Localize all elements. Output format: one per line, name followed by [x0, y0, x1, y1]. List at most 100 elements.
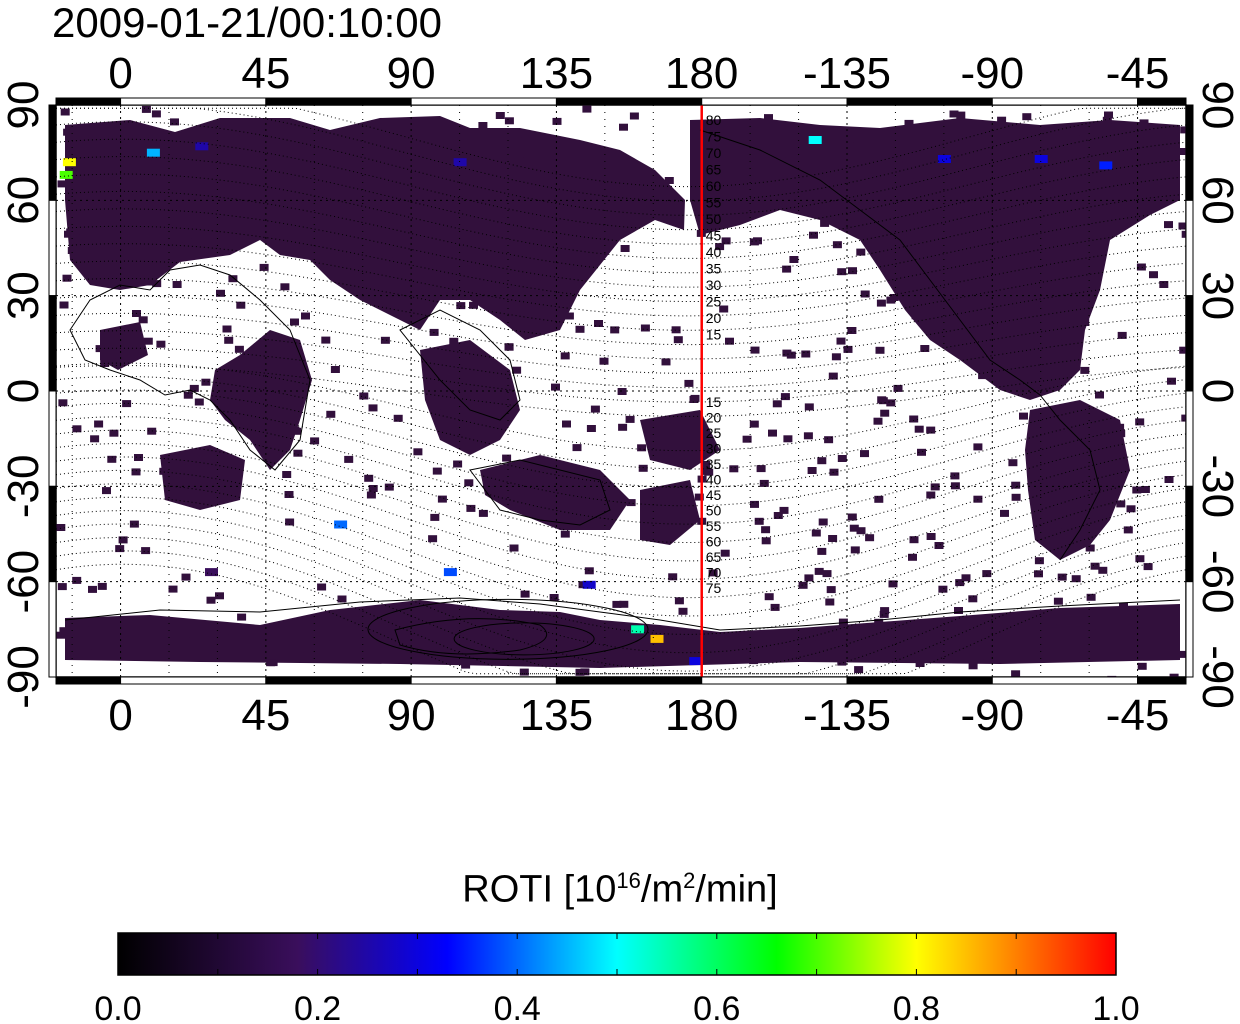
top-axis-bar: [846, 97, 993, 106]
roti-cell: [963, 202, 973, 210]
roti-cell: [115, 268, 125, 276]
right-axis-label: -30: [1193, 455, 1240, 519]
contour-label: 25: [706, 425, 722, 441]
roti-cell: [222, 325, 232, 333]
contour-label: 15: [706, 327, 722, 343]
roti-cell: [975, 286, 985, 294]
roti-cell: [290, 241, 299, 249]
roti-cell: [617, 388, 627, 395]
roti-cell: [1093, 219, 1103, 227]
bottom-axis-label: -135: [803, 691, 891, 740]
roti-cell: [1065, 126, 1075, 134]
roti-cell: [1023, 619, 1033, 626]
top-axis-label: -45: [1106, 49, 1170, 98]
roti-cell: [282, 471, 292, 478]
roti-cell: [1135, 418, 1145, 426]
data-region-se-asia: [420, 340, 520, 455]
roti-cell: [856, 527, 866, 535]
roti-cell: [804, 574, 814, 582]
roti-cell: [544, 461, 554, 469]
roti-cell: [664, 177, 674, 184]
roti-cell: [183, 391, 193, 399]
roti-cell: [62, 274, 72, 282]
roti-cell: [575, 325, 585, 333]
contour-label: 65: [706, 162, 722, 178]
contour-label: 75: [706, 580, 722, 596]
roti-cell: [368, 485, 378, 492]
left-axis-label: 30: [0, 271, 48, 320]
roti-cell: [856, 248, 866, 256]
contour-label: 30: [706, 277, 722, 293]
roti-cell: [586, 425, 596, 432]
roti-cell: [197, 647, 207, 655]
roti-hotspot: [582, 580, 596, 589]
bottom-axis-bar: [1137, 676, 1187, 685]
top-axis-label: -135: [803, 49, 891, 98]
roti-cell: [1039, 358, 1049, 365]
roti-cell: [469, 301, 478, 309]
roti-cell: [926, 655, 936, 663]
roti-cell: [97, 182, 107, 190]
roti-cell: [403, 631, 413, 639]
roti-cell: [325, 133, 335, 141]
roti-cell: [91, 642, 101, 650]
roti-cell: [891, 640, 901, 648]
roti-cell: [874, 495, 884, 503]
contour-line: [56, 121, 1186, 216]
roti-hotspot: [443, 568, 457, 577]
roti-cell: [290, 318, 299, 326]
contour-line: [56, 312, 1186, 374]
roti-cell: [260, 127, 270, 135]
roti-cell: [549, 594, 559, 601]
right-axis-bar: [1185, 485, 1194, 583]
roti-cell: [180, 630, 190, 638]
roti-cell: [146, 166, 156, 174]
roti-cell: [1080, 319, 1090, 326]
left-axis-label: -30: [0, 455, 48, 519]
roti-cell: [782, 265, 792, 273]
roti-cell: [134, 454, 143, 461]
top-axis-label: -90: [961, 49, 1025, 98]
roti-cell: [798, 581, 808, 589]
roti-cell: [265, 408, 275, 416]
roti-cell: [1140, 486, 1150, 493]
roti-cell: [1008, 459, 1018, 467]
roti-cell: [502, 454, 512, 462]
roti-cell: [829, 468, 839, 476]
roti-cell: [997, 116, 1007, 124]
roti-cell: [600, 212, 610, 220]
roti-cell: [886, 399, 896, 407]
roti-cell: [874, 618, 884, 626]
roti-hotspot: [1034, 155, 1048, 163]
roti-cell: [1167, 377, 1176, 385]
roti-cell: [540, 273, 550, 281]
roti-cell: [1043, 259, 1053, 267]
roti-cell: [725, 337, 734, 345]
roti-hotspot: [1099, 161, 1113, 170]
polar-contour: [367, 598, 649, 660]
data-region-eurasia: [65, 116, 685, 340]
bottom-axis-label: -45: [1106, 691, 1170, 740]
roti-cell: [831, 353, 841, 361]
roti-cell: [779, 506, 789, 514]
right-axis-label: 0: [1193, 379, 1240, 403]
roti-cell: [828, 372, 838, 380]
roti-cell: [911, 312, 921, 320]
roti-cell: [520, 590, 530, 598]
roti-cell: [1090, 629, 1100, 637]
roti-cell: [131, 468, 141, 476]
roti-cell: [115, 358, 125, 366]
roti-cell: [750, 346, 760, 354]
contour-line: [56, 402, 1186, 507]
roti-cell: [1086, 593, 1096, 601]
roti-cell: [291, 172, 301, 180]
roti-cell: [719, 305, 729, 313]
roti-cell: [844, 135, 854, 143]
roti-cell: [985, 628, 995, 636]
roti-hotspot: [31, 158, 44, 166]
contour-label: 55: [706, 195, 722, 211]
roti-cell: [1131, 127, 1141, 135]
top-axis-bar: [555, 97, 703, 106]
roti-cell: [512, 366, 522, 374]
right-axis-bar: [1185, 295, 1194, 392]
